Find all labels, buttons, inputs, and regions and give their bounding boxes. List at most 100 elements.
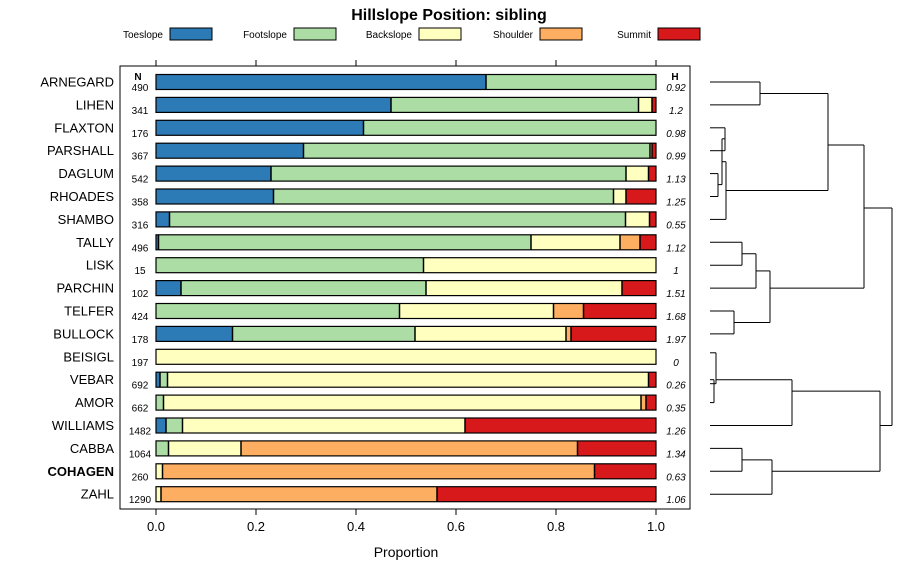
bar-outline bbox=[155, 463, 657, 480]
h-header: H bbox=[671, 72, 678, 83]
bar-outline bbox=[155, 486, 657, 503]
n-value: 260 bbox=[132, 472, 149, 483]
bar-segment-summit bbox=[626, 189, 656, 204]
category-label: PARSHALL bbox=[47, 143, 114, 158]
bar-row-tally: TALLY 496 1.12 bbox=[76, 234, 686, 254]
bar-segment-footslope bbox=[156, 440, 169, 456]
legend-label-footslope: Footslope bbox=[243, 30, 287, 41]
bar-outline bbox=[155, 96, 657, 114]
legend-swatch-footslope bbox=[293, 27, 337, 41]
legend-label-backslope: Backslope bbox=[366, 30, 413, 41]
dendrogram bbox=[710, 81, 893, 495]
h-value: 0.98 bbox=[666, 129, 686, 140]
n-value: 542 bbox=[132, 175, 149, 186]
category-label: VEBAR bbox=[70, 372, 114, 387]
legend-swatch-backslope bbox=[418, 27, 462, 41]
bar-segment-backslope bbox=[399, 303, 554, 319]
bar-outline bbox=[155, 325, 657, 342]
bar-segment-footslope bbox=[271, 166, 626, 182]
n-value: 662 bbox=[132, 404, 149, 415]
bar-outline bbox=[155, 142, 657, 159]
category-label: TELFER bbox=[64, 304, 114, 319]
bar-row-parchin: PARCHIN 102 1.51 bbox=[56, 280, 686, 300]
bar-outline bbox=[155, 165, 657, 182]
bar-segment-summit bbox=[648, 166, 656, 182]
h-value: 1.51 bbox=[666, 289, 685, 300]
legend-label-summit: Summit bbox=[617, 30, 651, 41]
bar-segment-backslope bbox=[650, 143, 652, 159]
plot-frame bbox=[119, 65, 691, 510]
bar-segment-backslope bbox=[638, 97, 652, 113]
category-label: RHOADES bbox=[50, 189, 115, 204]
category-label: FLAXTON bbox=[54, 120, 114, 135]
category-label: LIHEN bbox=[76, 97, 114, 112]
bar-segment-footslope bbox=[160, 372, 168, 388]
h-value: 1.26 bbox=[666, 427, 686, 438]
h-value: 1.68 bbox=[666, 312, 686, 323]
h-value: 1.12 bbox=[666, 243, 686, 254]
h-value: 0.35 bbox=[666, 404, 686, 415]
n-value: 102 bbox=[132, 289, 149, 300]
legend-label-toeslope: Toeslope bbox=[123, 30, 163, 41]
category-label: TALLY bbox=[76, 235, 114, 250]
bar-row-lihen: LIHEN 341 1.2 bbox=[76, 96, 683, 117]
bar-segment-backslope bbox=[156, 349, 656, 365]
bar-outline bbox=[155, 348, 657, 365]
bar-segment-shoulder bbox=[241, 440, 578, 456]
h-value: 1.06 bbox=[666, 495, 686, 506]
bar-segment-toeslope bbox=[156, 166, 271, 182]
bar-segment-backslope bbox=[625, 211, 650, 227]
category-label: BEISIGL bbox=[63, 349, 114, 364]
bar-segment-backslope bbox=[182, 418, 465, 433]
chart-title: Hillslope Position: sibling bbox=[351, 7, 547, 24]
x-tick-label: 0.8 bbox=[547, 519, 565, 534]
bar-segment-backslope bbox=[415, 326, 566, 342]
bar-segment-footslope bbox=[156, 257, 424, 273]
bar-outline bbox=[155, 73, 657, 91]
h-value: 1 bbox=[673, 266, 679, 277]
category-label: LISK bbox=[86, 258, 115, 273]
bar-segment-summit bbox=[646, 395, 656, 411]
bar-segment-summit bbox=[437, 486, 656, 502]
bar-segment-summit bbox=[648, 372, 656, 388]
n-value: 316 bbox=[132, 220, 149, 231]
bar-segment-summit bbox=[652, 97, 656, 113]
n-value: 367 bbox=[132, 152, 149, 163]
bar-row-flaxton: FLAXTON 176 0.98 bbox=[54, 119, 686, 140]
bar-segment-toeslope bbox=[156, 211, 170, 227]
bar-segment-summit bbox=[622, 280, 656, 296]
n-value: 1064 bbox=[129, 449, 152, 460]
legend-swatch-shoulder bbox=[539, 27, 583, 41]
bar-segment-toeslope bbox=[156, 418, 166, 433]
h-value: 1.2 bbox=[669, 106, 683, 117]
h-value: 1.34 bbox=[666, 449, 686, 460]
bar-segment-backslope bbox=[156, 463, 163, 479]
bar-segment-shoulder bbox=[620, 234, 640, 250]
bar-segment-toeslope bbox=[156, 97, 391, 113]
bar-segment-shoulder bbox=[566, 326, 571, 342]
bar-segment-summit bbox=[640, 234, 656, 250]
plot-area: 0.0 0.2 0.4 0.6 0.8 1.0 N H ARNEGARD 490 0.92 LIHEN… bbox=[40, 60, 691, 534]
bar-outline bbox=[155, 257, 657, 274]
h-value: 1.97 bbox=[666, 335, 686, 346]
bar-segment-backslope bbox=[426, 280, 622, 296]
category-label: DAGLUM bbox=[58, 166, 114, 181]
n-value: 1290 bbox=[129, 495, 152, 506]
bar-segment-toeslope bbox=[156, 280, 181, 296]
legend-swatch-toeslope bbox=[169, 27, 213, 41]
n-value: 358 bbox=[132, 198, 149, 209]
bar-outline bbox=[155, 119, 657, 136]
bar-segment-toeslope bbox=[156, 189, 274, 204]
bar-row-beisigl: BEISIGL 197 0 bbox=[63, 348, 679, 369]
category-label: COHAGEN bbox=[48, 464, 114, 479]
n-value: 1482 bbox=[129, 427, 152, 438]
bar-segment-backslope bbox=[163, 395, 641, 411]
bar-segment-toeslope bbox=[156, 74, 486, 90]
bar-segment-toeslope bbox=[156, 143, 304, 159]
bar-outline bbox=[155, 211, 657, 228]
h-value: 0.92 bbox=[666, 83, 686, 94]
bar-segment-footslope bbox=[169, 211, 626, 227]
bar-outline bbox=[155, 188, 657, 205]
n-value: 341 bbox=[132, 106, 149, 117]
